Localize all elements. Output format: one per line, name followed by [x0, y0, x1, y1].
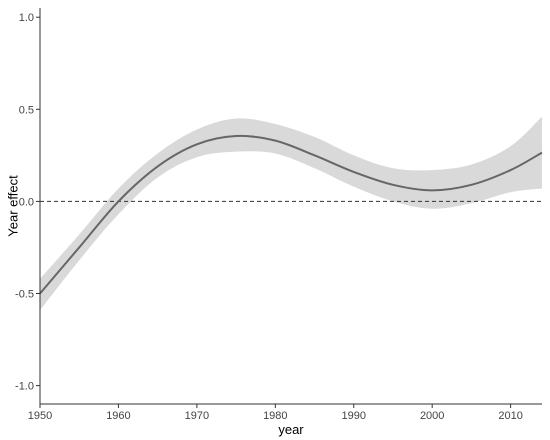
y-tick-label: 0.5: [19, 104, 34, 116]
x-axis-title: year: [278, 422, 304, 437]
y-tick-label: 0.0: [19, 196, 34, 208]
y-tick-label: -0.5: [15, 288, 34, 300]
x-tick-label: 1980: [263, 410, 287, 422]
confidence-band-layer: [40, 116, 542, 311]
tick-labels: -1.0 -0.5 0.0 0.5 1.0 1950 1960 1970 1980 1990 200…: [15, 12, 523, 422]
x-tick-label: 1950: [28, 410, 52, 422]
x-tick-label: 2010: [498, 410, 522, 422]
x-tick-label: 1970: [185, 410, 209, 422]
x-tick-label: 2000: [420, 410, 444, 422]
series-line-layer: [39, 134, 543, 295]
y-tick-label: 1.0: [19, 12, 34, 24]
axes: [36, 8, 542, 408]
series-line: [39, 134, 543, 295]
x-tick-label: 1960: [106, 410, 130, 422]
confidence-band: [40, 116, 542, 311]
y-axis-title: Year effect: [6, 175, 21, 237]
x-tick-label: 1990: [342, 410, 366, 422]
y-tick-label: -1.0: [15, 381, 34, 393]
